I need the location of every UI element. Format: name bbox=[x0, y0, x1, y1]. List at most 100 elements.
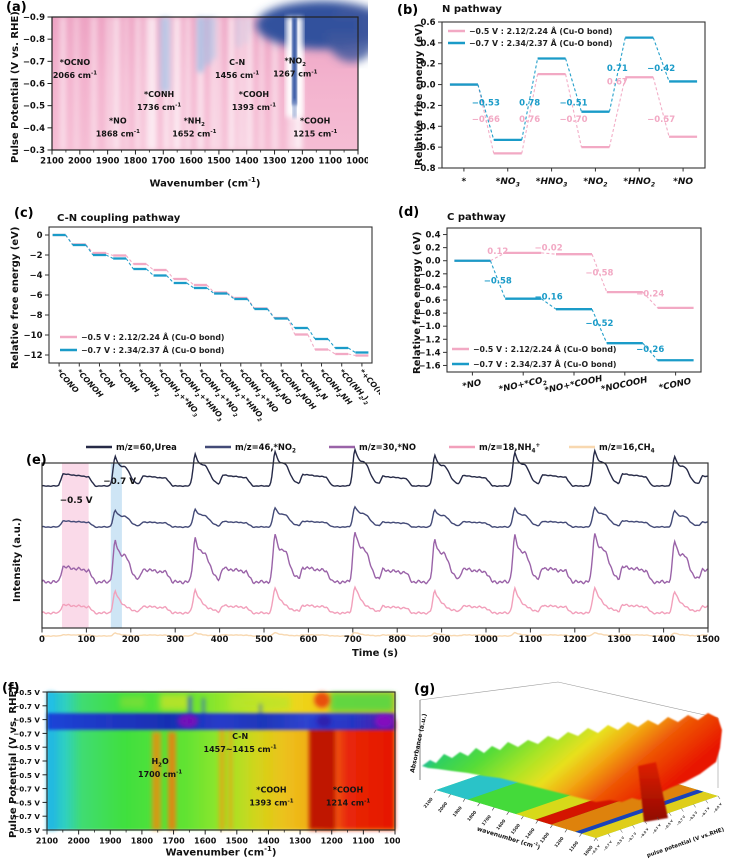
panel-f-2d-heatmap: 2100 2000 1900 1800 1700 1600 1500 1400 1300 1200… bbox=[0, 670, 400, 861]
axis-tick bbox=[644, 821, 648, 825]
legend-label: −0.7 V : 2.34/2.37 Å (Cu-O bond) bbox=[473, 360, 616, 369]
energy-connector bbox=[477, 84, 495, 154]
tick-label: −0.8 bbox=[413, 164, 435, 174]
tick-label: 1800 bbox=[466, 810, 478, 823]
tick-label: −0.7 V bbox=[676, 814, 687, 826]
panel-b-svg: 0.6 0.4 0.2 0.0 −0.2 −0.4 −0.6 −0.8 * *NO3 *HNO3 *N… bbox=[413, 18, 706, 189]
panel-b-title: N pathway bbox=[442, 4, 502, 15]
delta-label: −0.70 bbox=[559, 115, 587, 125]
tick-label: 1600 bbox=[194, 837, 217, 846]
tick-label: −0.5 V bbox=[664, 819, 675, 831]
axis-tick bbox=[433, 789, 437, 794]
tick-label: −0.5 V bbox=[615, 835, 626, 847]
tick-label: −0.7 V bbox=[651, 823, 662, 835]
tick-label: −0.5 V bbox=[13, 716, 40, 725]
annotation: C-N bbox=[229, 58, 245, 67]
energy-connector bbox=[145, 268, 154, 276]
delta-label: −0.42 bbox=[647, 64, 675, 74]
axis-tick bbox=[693, 804, 696, 808]
panel-a-ylabel: Pulse Potential (V vs. RHE) bbox=[10, 11, 21, 163]
annotation: 1393 cm-1 bbox=[232, 103, 276, 112]
tick-label: −0.2 bbox=[413, 101, 435, 111]
axis-tick bbox=[593, 837, 597, 842]
energy-connector bbox=[490, 252, 506, 262]
delta-label: −0.16 bbox=[535, 293, 563, 303]
energy-connector bbox=[521, 58, 539, 140]
tick-label: −0.4 bbox=[418, 283, 440, 293]
tick-label: 2000 bbox=[68, 837, 91, 846]
annotation: *NO2 bbox=[285, 57, 307, 69]
axis-tick bbox=[620, 829, 623, 833]
energy-connector bbox=[145, 263, 154, 271]
axis-tick bbox=[535, 820, 539, 824]
energy-connector bbox=[652, 77, 670, 137]
delta-label: 0.71 bbox=[607, 64, 628, 74]
tick-label: −1.2 bbox=[418, 335, 440, 345]
tick-label: 1400 bbox=[524, 827, 536, 840]
energy-connector bbox=[65, 234, 74, 246]
panel-label-d: (d) bbox=[398, 205, 420, 220]
tick-label: −0.5 bbox=[23, 102, 45, 112]
tick-label: −0.7 V bbox=[603, 840, 614, 852]
tick-label: −10 bbox=[24, 331, 43, 341]
axis-tick bbox=[564, 829, 568, 833]
tick-label: 2000 bbox=[437, 801, 449, 814]
tick-label: 1900 bbox=[452, 805, 464, 818]
tick-label: 1500 bbox=[207, 157, 231, 167]
annotation: 2066 cm-1 bbox=[53, 71, 97, 80]
tick-label: −0.5 V bbox=[712, 802, 723, 814]
panel-label-e: (e) bbox=[26, 453, 47, 468]
annotation: *OCNO bbox=[60, 58, 91, 67]
panel-b-ylabel: Relative free energy (eV) bbox=[414, 23, 425, 166]
tick-label: 0 bbox=[37, 231, 43, 241]
pulse-band bbox=[61, 463, 89, 628]
tick-label: 0 bbox=[39, 635, 45, 645]
energy-connector bbox=[565, 74, 582, 148]
energy-connector bbox=[591, 253, 608, 293]
tick-label: −0.5 V bbox=[13, 743, 40, 752]
delta-label: −0.51 bbox=[559, 98, 587, 108]
tick-label: −4 bbox=[29, 271, 42, 281]
tick-label: 1400 bbox=[235, 157, 259, 167]
tick-label: −0.7 V bbox=[13, 702, 40, 711]
tick-label: −0.5 V bbox=[590, 844, 601, 856]
panel-g-svg: 2100 2000 1900 1800 1700 1600 1500 1400 1300 1200… bbox=[409, 681, 726, 859]
legend-label: m/z=16,CH4 bbox=[599, 442, 655, 455]
tick-label: −0.7 V bbox=[13, 812, 40, 821]
axis-title-potential: pulse potential (V vs.RHE) bbox=[646, 827, 725, 859]
axis-tick bbox=[491, 807, 495, 811]
tick-label: −0.5 V bbox=[13, 798, 40, 807]
band-label: −0.7 V bbox=[103, 477, 136, 487]
panel-a-xlabel: Wavenumber (cm-1) bbox=[149, 176, 261, 190]
panel-label-b: (b) bbox=[397, 3, 419, 18]
tick-label: 1200 bbox=[291, 157, 315, 167]
tick-label: 1500 bbox=[510, 823, 522, 836]
panel-c-svg: 0−2−4−6−8−10−12*CONO*CONOH*CON*CONH*CONH… bbox=[24, 226, 380, 424]
plot-frame bbox=[41, 462, 709, 629]
tick-label: 600 bbox=[300, 635, 318, 645]
panel-e-xlabel: Time (s) bbox=[351, 648, 399, 659]
panel-e-ylabel: Intensity (a.u.) bbox=[12, 517, 23, 602]
panel-a-axes: 2100 2000 1900 1800 1700 1600 1500 1400 1300 1200… bbox=[23, 13, 368, 167]
tick-label: −0.7 V bbox=[700, 806, 711, 818]
delta-label: −0.52 bbox=[585, 319, 613, 329]
tick-label: 200 bbox=[122, 635, 140, 645]
axis-tick bbox=[705, 800, 709, 804]
energy-connector bbox=[347, 347, 356, 353]
tick-label: 1900 bbox=[99, 837, 122, 846]
annotation: 1267 cm-1 bbox=[273, 69, 317, 78]
panel-label-f: (f) bbox=[2, 681, 20, 696]
tick-label: −0.7 V bbox=[13, 729, 40, 738]
tick-label: 1900 bbox=[96, 157, 120, 167]
tick-label: −2 bbox=[29, 251, 42, 261]
tick-label: 0.4 bbox=[420, 39, 435, 49]
category-label: *CONH2NOH bbox=[275, 367, 318, 413]
panel-f-ylabel: Pulse Potential (V vs. RHE) bbox=[8, 686, 19, 838]
tick-label: 1600 bbox=[495, 818, 507, 831]
delta-label: −0.58 bbox=[585, 269, 613, 279]
plot-frame bbox=[48, 226, 373, 364]
trace-5 bbox=[41, 631, 709, 638]
tick-label: −0.5 V bbox=[13, 826, 40, 835]
